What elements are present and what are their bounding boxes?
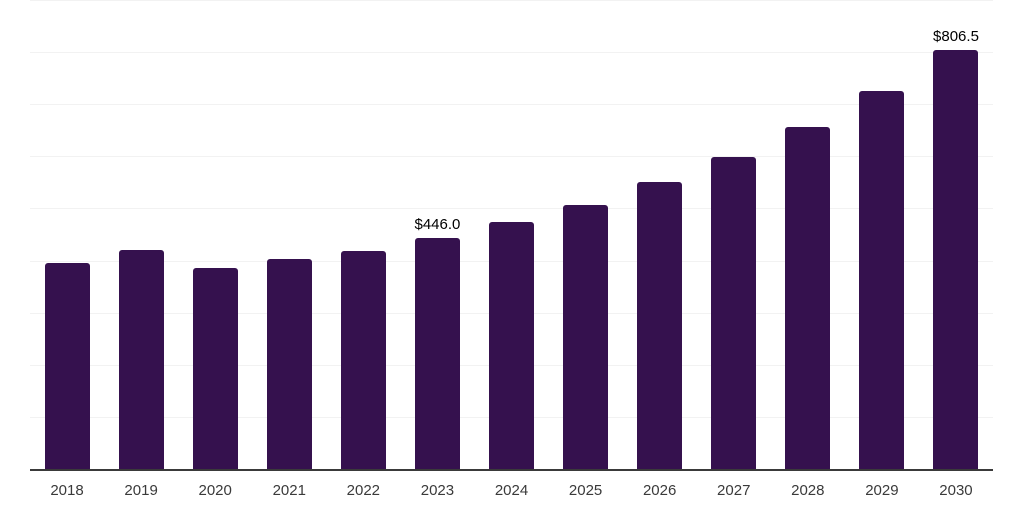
x-tick-label-2027: 2027 [717, 482, 751, 499]
bar-2028 [785, 126, 831, 470]
bar-column-2023: $446.0 [400, 1, 474, 470]
gridline-900 [30, 0, 993, 1]
x-tick-label-2021: 2021 [272, 482, 306, 499]
x-tick-label-2026: 2026 [642, 482, 677, 499]
bar-2026 [637, 182, 683, 470]
gridline-800 [30, 52, 993, 54]
bar-column-2027 [697, 1, 771, 470]
x-tick-label-2025: 2025 [568, 482, 603, 499]
data-label-2030: $806.5 [933, 27, 979, 45]
bar-2024 [489, 222, 534, 470]
x-tick-label-2022: 2022 [346, 482, 381, 499]
data-label-2023: $446.0 [414, 215, 461, 233]
x-tick-label-2029: 2029 [865, 482, 899, 499]
bar-column-2026 [623, 1, 697, 470]
x-tick-label-2019: 2019 [124, 482, 158, 499]
bar-2025 [563, 204, 609, 470]
bars-group: $446.0 $806.5 [30, 1, 993, 470]
bar-column-2019 [104, 1, 178, 470]
bar-column-2022 [326, 1, 400, 470]
bar-column-2024 [474, 1, 548, 470]
plot-area: $446.0 $806.5 [30, 0, 993, 470]
x-tick-label-2030: 2030 [939, 482, 973, 499]
x-tick-label-2018: 2018 [50, 482, 84, 499]
bar-column-2018 [30, 1, 104, 470]
bar-2020 [192, 267, 238, 470]
bar-2030 [933, 49, 979, 470]
bar-column-2029 [845, 1, 919, 470]
bar-column-2020 [178, 1, 252, 470]
bar-2027 [711, 157, 757, 470]
gridline-500 [30, 208, 993, 210]
bar-2023 [414, 237, 460, 470]
bar-column-2028 [771, 1, 845, 470]
x-tick-label-2028: 2028 [791, 482, 825, 499]
x-axis-labels: 2018 2019 2020 2021 2022 2023 2024 2025 2026 2027… [30, 482, 993, 500]
bar-2021 [266, 259, 312, 470]
gridline-600 [30, 156, 993, 158]
gridline-700 [30, 104, 993, 106]
bar-2022 [340, 250, 386, 470]
bar-2019 [118, 249, 164, 470]
x-axis-line [30, 469, 993, 471]
bar-2018 [44, 262, 90, 470]
x-tick-label-2024: 2024 [494, 482, 529, 499]
x-tick-label-2020: 2020 [198, 482, 232, 499]
x-tick-label-2023: 2023 [420, 482, 455, 499]
bar-2029 [859, 91, 905, 470]
bar-column-2025 [549, 1, 623, 470]
bar-column-2021 [252, 1, 326, 470]
bar-column-2030: $806.5 [919, 1, 993, 470]
